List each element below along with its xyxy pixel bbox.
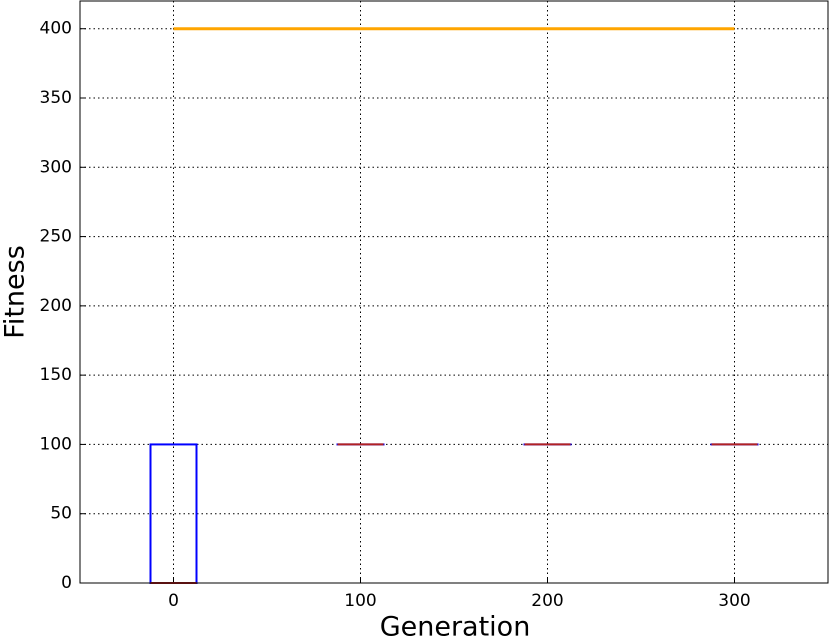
x-tick-label: 100 [344,591,376,611]
y-tick-label: 0 [61,573,72,593]
y-tick-label: 400 [40,19,72,39]
y-tick-label: 300 [40,157,72,177]
y-tick-label: 100 [40,434,72,454]
x-tick-label: 0 [168,591,179,611]
y-tick-label: 250 [40,227,72,247]
x-tick-label: 200 [531,591,563,611]
y-tick-label: 50 [50,504,72,524]
y-axis-label: Fitness [0,245,31,339]
y-tick-label: 150 [40,365,72,385]
y-tick-label: 350 [40,88,72,108]
x-tick-label: 300 [718,591,750,611]
y-tick-label: 200 [40,296,72,316]
x-axis-label: Generation [380,612,531,641]
plot-frame [79,0,829,584]
